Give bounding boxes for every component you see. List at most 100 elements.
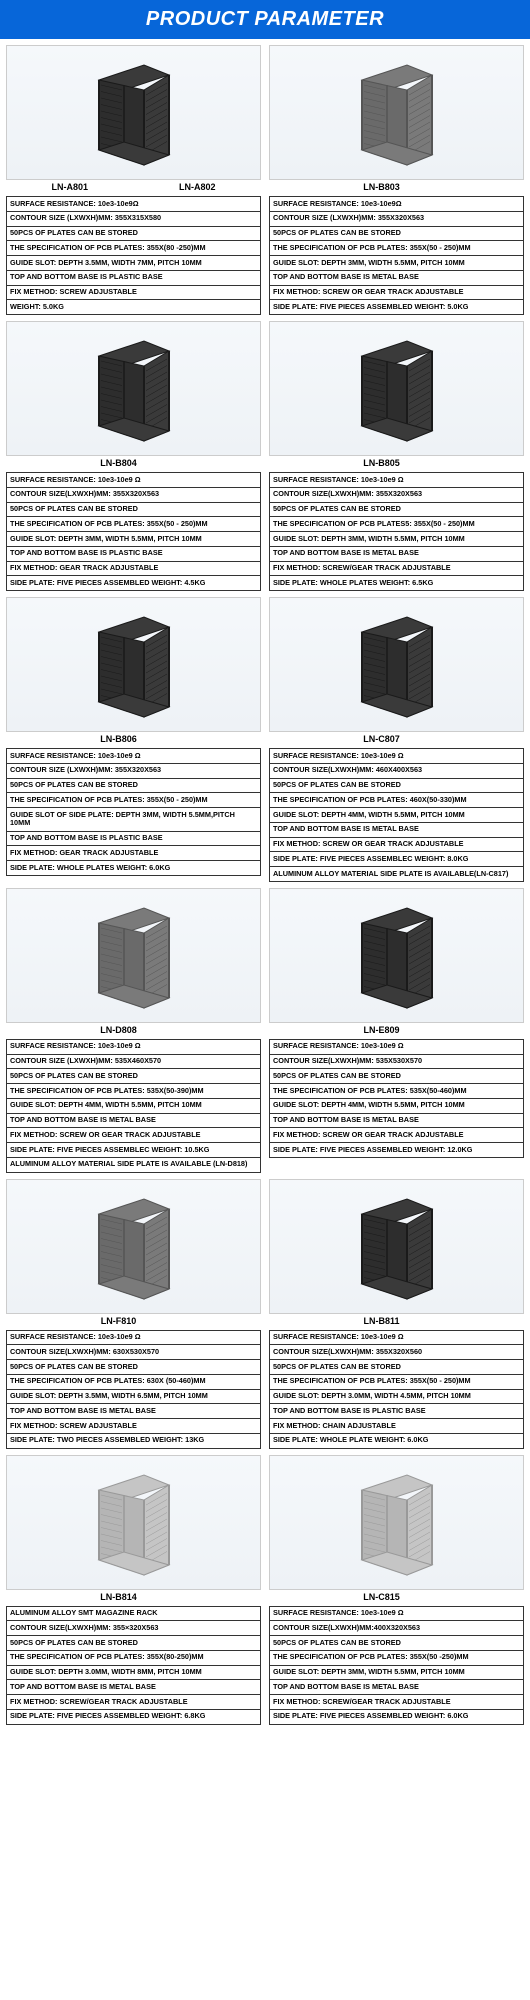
- product-card: LN-B811SURFACE RESISTANCE: 10e3-10e9 ΩCO…: [269, 1179, 524, 1449]
- spec-table: ALUMINUM ALLOY SMT MAGAZINE RACKCONTOUR …: [6, 1606, 261, 1725]
- spec-row: SURFACE RESISTANCE: 10e3-10e9 Ω: [270, 1330, 524, 1345]
- product-image: [6, 1179, 261, 1314]
- spec-row: SURFACE RESISTANCE: 10e3-10e9 Ω: [7, 749, 261, 764]
- rack-icon: [89, 331, 179, 446]
- spec-row: GUIDE SLOT: DEPTH 3MM, WIDTH 5.5MM, PITC…: [270, 532, 524, 547]
- spec-row: GUIDE SLOT: DEPTH 3MM, WIDTH 5.5MM, PITC…: [270, 1665, 524, 1680]
- product-card: LN-F810 SURFACE RESISTANCE: 10e3-10e9 ΩCO…: [6, 1179, 261, 1449]
- spec-row: TOP AND BOTTOM BASE IS METAL BASE: [270, 1113, 524, 1128]
- spec-row: SIDE PLATE: FIVE PIECES ASSEMBLED WEIGHT…: [270, 300, 524, 315]
- spec-row: GUIDE SLOT: DEPTH 3.0MM, WIDTH 8MM, PITC…: [7, 1665, 261, 1680]
- product-card: LN-E809SURFACE RESISTANCE: 10e3-10e9 ΩCO…: [269, 888, 524, 1173]
- rack-icon: [89, 1465, 179, 1580]
- spec-row: GUIDE SLOT: DEPTH 4MM, WIDTH 5.5MM, PITC…: [270, 808, 524, 823]
- spec-row: CONTOUR SIZE(LXWXH)MM: 355X320X560: [270, 1345, 524, 1360]
- spec-row: TOP AND BOTTOM BASE IS METAL BASE: [270, 1680, 524, 1695]
- spec-row: SURFACE RESISTANCE: 10e3-10e9 Ω: [270, 1039, 524, 1054]
- spec-row: THE SPECIFICATION OF PCB PLATES: 630X (5…: [7, 1374, 261, 1389]
- spec-row: SURFACE RESISTANCE: 10e3-10e9Ω: [7, 197, 261, 212]
- spec-row: 50PCS OF PLATES CAN BE STORED: [7, 1360, 261, 1375]
- spec-row: THE SPECIFICATION OF PCB PLATES: 355X(80…: [7, 241, 261, 256]
- product-card: LN-B814 ALUMINUM ALLOY SMT MAGAZINE RACKC…: [6, 1455, 261, 1725]
- spec-row: THE SPECIFICATION OF PCB PLATES: 355X(50…: [270, 1374, 524, 1389]
- spec-row: SIDE PLATE: WHOLE PLATE WEIGHT: 6.0KG: [270, 1433, 524, 1448]
- rack-icon: [352, 331, 442, 446]
- spec-row: THE SPECIFICATION OF PCB PLATES: 460X(50…: [270, 793, 524, 808]
- spec-row: 50PCS OF PLATES CAN BE STORED: [270, 1069, 524, 1084]
- product-model-label: LN-B805: [363, 458, 400, 468]
- spec-row: GUIDE SLOT: DEPTH 3MM, WIDTH 5.5MM, PITC…: [7, 532, 261, 547]
- spec-row: SIDE PLATE: WHOLE PLATES WEIGHT: 6.5KG: [270, 576, 524, 591]
- spec-row: 50PCS OF PLATES CAN BE STORED: [7, 502, 261, 517]
- product-card: LN-D808SURFACE RESISTANCE: 10e3-10e9 ΩCO…: [6, 888, 261, 1173]
- product-labels: LN-E809: [269, 1023, 524, 1039]
- spec-row: SURFACE RESISTANCE: 10e3-10e9 Ω: [270, 473, 524, 488]
- product-model-label: LN-C815: [363, 1592, 400, 1602]
- spec-row: FIX METHOD: SCREW OR GEAR TRACK ADJUSTAB…: [270, 837, 524, 852]
- spec-row: CONTOUR SIZE(LXWXH)MM: 355X320X563: [270, 487, 524, 502]
- spec-row: FIX METHOD: SCREW/GEAR TRACK ADJUSTABLE: [270, 561, 524, 576]
- product-labels: LN-D808: [6, 1023, 261, 1039]
- spec-row: SURFACE RESISTANCE: 10e3-10e9 Ω: [7, 1330, 261, 1345]
- spec-row: THE SPECIFICATION OF PCB PLATES: 355X(50…: [7, 793, 261, 808]
- spec-row: FIX METHOD: SCREW/GEAR TRACK ADJUSTABLE: [270, 1695, 524, 1710]
- product-labels: LN-F810: [6, 1314, 261, 1330]
- spec-table: SURFACE RESISTANCE: 10e3-10e9ΩCONTOUR SI…: [269, 196, 524, 315]
- spec-row: FIX METHOD: SCREW OR GEAR TRACK ADJUSTAB…: [7, 1128, 261, 1143]
- rack-icon: [352, 607, 442, 722]
- spec-row: SIDE PLATE: FIVE PIECES ASSEMBLEC WEIGHT…: [7, 1143, 261, 1158]
- spec-table: SURFACE RESISTANCE: 10e3-10e9ΩCONTOUR SI…: [6, 196, 261, 315]
- spec-row: TOP AND BOTTOM BASE IS PLASTIC BASE: [7, 270, 261, 285]
- product-image: [269, 888, 524, 1023]
- rack-icon: [89, 55, 179, 170]
- spec-row: 50PCS OF PLATES CAN BE STORED: [7, 226, 261, 241]
- spec-row: CONTOUR SIZE (LXWXH)MM: 355X315X580: [7, 211, 261, 226]
- product-labels: LN-B814: [6, 1590, 261, 1606]
- product-image: [269, 321, 524, 456]
- spec-row: 50PCS OF PLATES CAN BE STORED: [7, 1636, 261, 1651]
- spec-row: 50PCS OF PLATES CAN BE STORED: [7, 1069, 261, 1084]
- product-card: LN-B806SURFACE RESISTANCE: 10e3-10e9 ΩCO…: [6, 597, 261, 882]
- spec-row: THE SPECIFICATION OF PCB PLATES: 355X(80…: [7, 1650, 261, 1665]
- spec-row: TOP AND BOTTOM BASE IS PLASTIC BASE: [270, 1404, 524, 1419]
- spec-table: SURFACE RESISTANCE: 10e3-10e9 ΩCONTOUR S…: [269, 748, 524, 882]
- spec-row: 50PCS OF PLATES CAN BE STORED: [270, 226, 524, 241]
- product-card: LN-B805 SURFACE RESISTANCE: 10e3-10e9 ΩCO…: [269, 321, 524, 591]
- product-image: [6, 45, 261, 180]
- spec-row: SURFACE RESISTANCE: 10e3-10e9 Ω: [270, 1606, 524, 1621]
- spec-row: FIX METHOD: SCREW ADJUSTABLE: [7, 1419, 261, 1434]
- spec-row: 50PCS OF PLATES CAN BE STORED: [270, 778, 524, 793]
- spec-row: SIDE PLATE: TWO PIECES ASSEMBLED WEIGHT:…: [7, 1433, 261, 1448]
- spec-row: SIDE PLATE: FIVE PIECES ASSEMBLED WEIGHT…: [7, 1709, 261, 1724]
- product-labels: LN-B803: [269, 180, 524, 196]
- spec-row: ALUMINUM ALLOY MATERIAL SIDE PLATE IS AV…: [270, 867, 524, 882]
- spec-row: GUIDE SLOT: DEPTH 4MM, WIDTH 5.5MM, PITC…: [270, 1098, 524, 1113]
- product-model-label: LN-B814: [100, 1592, 137, 1602]
- spec-table: SURFACE RESISTANCE: 10e3-10e9 ΩCONTOUR S…: [269, 1039, 524, 1158]
- spec-row: ALUMINUM ALLOY SMT MAGAZINE RACK: [7, 1606, 261, 1621]
- product-image: [6, 1455, 261, 1590]
- spec-table: SURFACE RESISTANCE: 10e3-10e9 ΩCONTOUR S…: [269, 472, 524, 591]
- rack-icon: [352, 1465, 442, 1580]
- spec-row: THE SPECIFICATION OF PCB PLATES5: 355X(5…: [270, 517, 524, 532]
- rack-icon: [89, 607, 179, 722]
- spec-row: WEIGHT: 5.0KG: [7, 300, 261, 315]
- product-image: [6, 321, 261, 456]
- product-card: LN-B804SURFACE RESISTANCE: 10e3-10e9 ΩCO…: [6, 321, 261, 591]
- spec-row: 50PCS OF PLATES CAN BE STORED: [270, 502, 524, 517]
- spec-table: SURFACE RESISTANCE: 10e3-10e9 ΩCONTOUR S…: [269, 1606, 524, 1725]
- product-image: [269, 1455, 524, 1590]
- spec-row: CONTOUR SIZE(LXWXH)MM:400X320X563: [270, 1621, 524, 1636]
- rack-icon: [352, 1189, 442, 1304]
- product-model-label: LN-F810: [101, 1316, 137, 1326]
- spec-row: CONTOUR SIZE (LXWXH)MM: 355X320X563: [7, 763, 261, 778]
- spec-row: CONTOUR SIZE(LXWXH)MM: 535X530X570: [270, 1054, 524, 1069]
- product-model-label: LN-B803: [363, 182, 400, 192]
- spec-row: CONTOUR SIZE(LXWXH)MM: 355X320X563: [7, 487, 261, 502]
- spec-table: SURFACE RESISTANCE: 10e3-10e9 ΩCONTOUR S…: [6, 1330, 261, 1449]
- spec-row: CONTOUR SIZE (LXWXH)MM: 355X320X563: [270, 211, 524, 226]
- spec-row: 50PCS OF PLATES CAN BE STORED: [270, 1360, 524, 1375]
- spec-row: CONTOUR SIZE (LXWXH)MM: 535X460X570: [7, 1054, 261, 1069]
- product-image: [6, 888, 261, 1023]
- rack-icon: [352, 55, 442, 170]
